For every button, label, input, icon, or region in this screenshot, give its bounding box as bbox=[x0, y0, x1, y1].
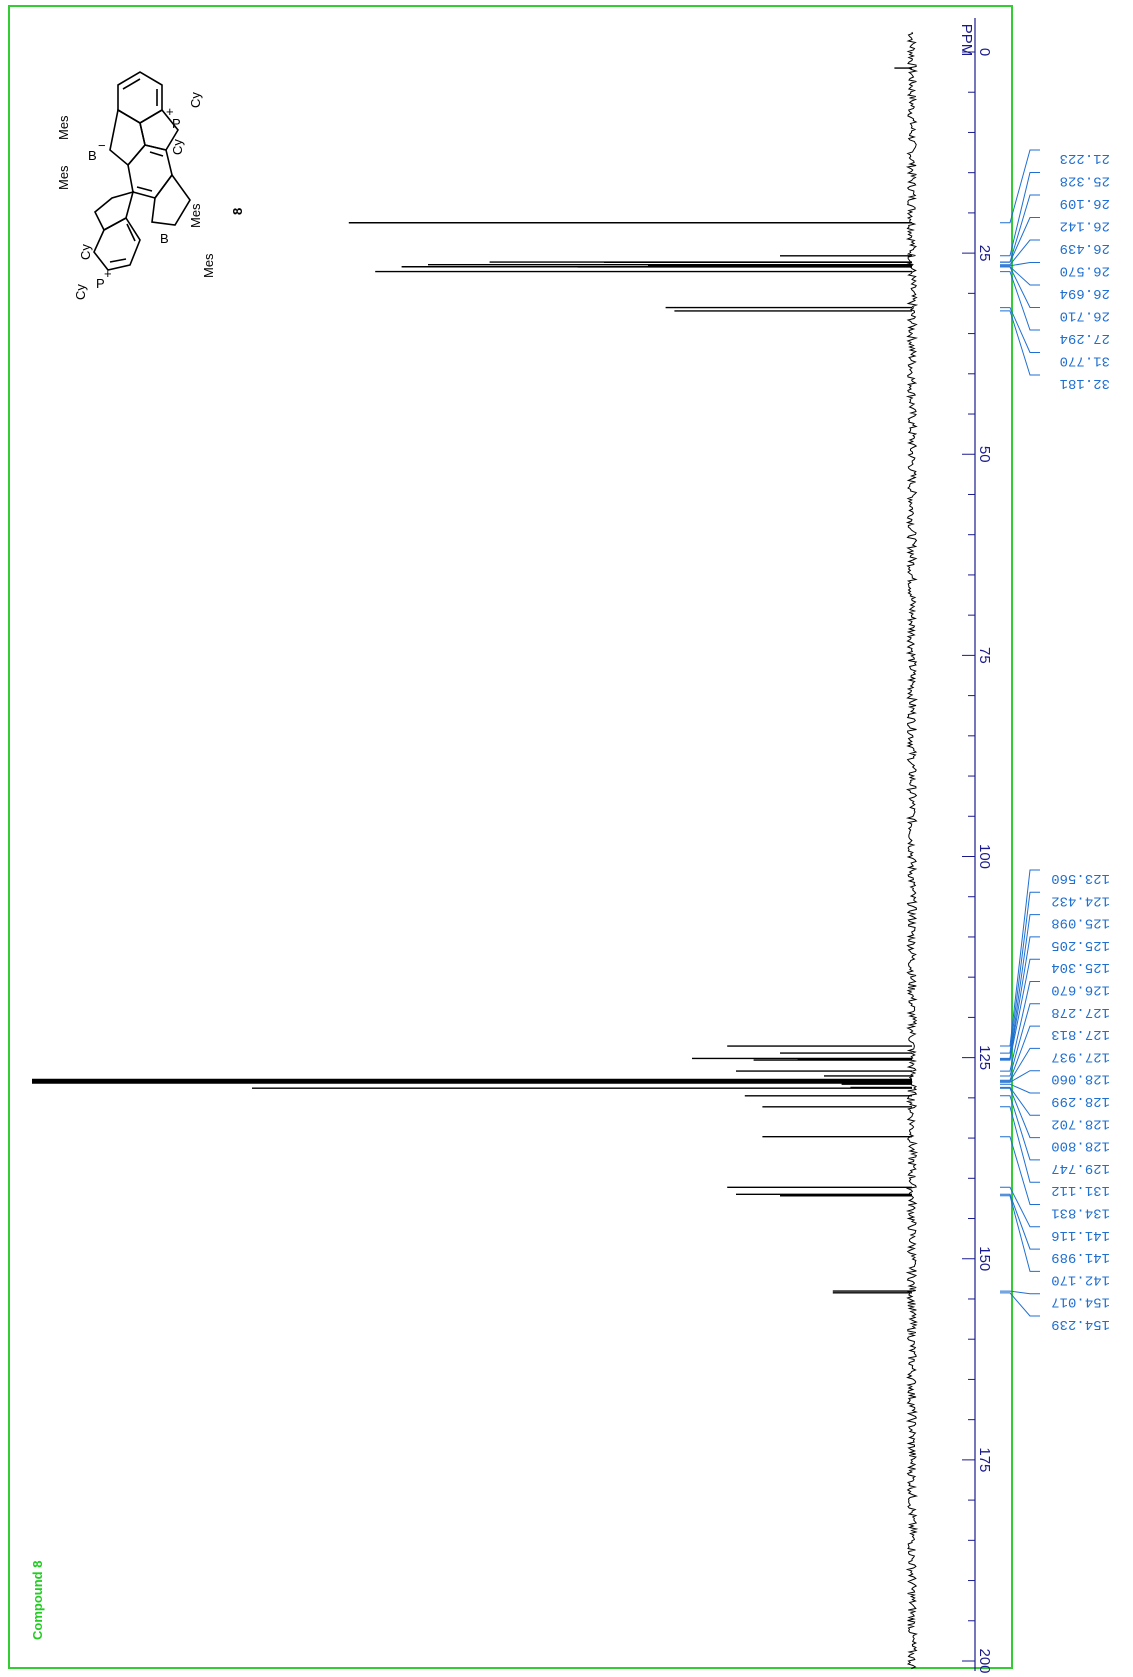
peak-leader bbox=[1000, 1047, 1040, 1082]
compound-number: 8 bbox=[230, 208, 245, 215]
peak-label-125.304: 125.304 bbox=[1051, 959, 1110, 975]
peak-label-128.800: 128.800 bbox=[1051, 1138, 1110, 1154]
peak-leader bbox=[1000, 310, 1040, 376]
peak-leader bbox=[1000, 1087, 1040, 1139]
peak-leader bbox=[1000, 1292, 1040, 1317]
peak-leader bbox=[1000, 239, 1040, 266]
peak-label-26.142: 26.142 bbox=[1060, 218, 1110, 234]
peak-leader bbox=[1000, 869, 1040, 1047]
plot-frame bbox=[8, 5, 1013, 1669]
p-atom-bottom: P bbox=[96, 276, 105, 291]
peak-leader bbox=[1000, 936, 1040, 1060]
peak-leader bbox=[1000, 1193, 1040, 1250]
peak-leader bbox=[1000, 1083, 1040, 1094]
cy-label-3: Cy bbox=[73, 284, 88, 300]
b-atom-top: B bbox=[88, 148, 97, 163]
peak-leader bbox=[1000, 1136, 1040, 1205]
peak-label-141.989: 141.989 bbox=[1051, 1249, 1110, 1265]
peak-leader bbox=[1000, 1195, 1040, 1272]
peak-label-127.937: 127.937 bbox=[1051, 1048, 1110, 1064]
p-charge-top: + bbox=[166, 104, 174, 119]
peak-label-127.813: 127.813 bbox=[1051, 1026, 1110, 1042]
cy-label-1: Cy bbox=[188, 92, 203, 108]
peak-label-123.560: 123.560 bbox=[1051, 870, 1110, 886]
peak-leader bbox=[1000, 1086, 1040, 1116]
peak-leader bbox=[1000, 266, 1040, 308]
peak-label-27.294: 27.294 bbox=[1060, 330, 1110, 346]
b-charge-top: − bbox=[98, 138, 106, 153]
peak-label-154.239: 154.239 bbox=[1051, 1316, 1110, 1332]
peak-label-26.710: 26.710 bbox=[1060, 308, 1110, 324]
tick-label-0: 0 bbox=[976, 48, 993, 56]
peak-label-142.170: 142.170 bbox=[1051, 1271, 1110, 1287]
compound-label: Compound 8 bbox=[30, 1561, 45, 1640]
peak-label-128.060: 128.060 bbox=[1051, 1071, 1110, 1087]
cy-label-4: Cy bbox=[78, 244, 93, 260]
tick-label-150: 150 bbox=[976, 1246, 993, 1271]
peak-labels: 21.223 25.328 26.109 26.142 26.439 26.570 26.6… bbox=[1000, 149, 1110, 1332]
peak-leader bbox=[1000, 1290, 1040, 1295]
peak-label-26.694: 26.694 bbox=[1060, 285, 1110, 301]
peak-leader bbox=[1000, 172, 1040, 257]
cy-label-2: Cy bbox=[170, 139, 185, 155]
peak-leader bbox=[1000, 1025, 1040, 1081]
peak-label-129.747: 129.747 bbox=[1051, 1160, 1110, 1176]
b-atom-bottom: B bbox=[160, 231, 169, 246]
ppm-axis: 0 25 50 75 100 125 150 175 200 PPM bbox=[958, 18, 993, 1674]
spectrum-trace bbox=[32, 31, 919, 1669]
peak-label-154.017: 154.017 bbox=[1051, 1294, 1110, 1310]
peak-label-25.328: 25.328 bbox=[1060, 173, 1110, 189]
peak-label-31.770: 31.770 bbox=[1060, 353, 1110, 369]
molecule-structure bbox=[93, 71, 191, 271]
tick-label-50: 50 bbox=[976, 446, 993, 463]
peak-leader bbox=[1000, 1095, 1040, 1161]
mes-label-3: Mes bbox=[188, 203, 203, 228]
peak-leader bbox=[1000, 217, 1040, 263]
peak-label-126.670: 126.670 bbox=[1051, 982, 1110, 998]
tick-label-175: 175 bbox=[976, 1447, 993, 1472]
tick-label-75: 75 bbox=[976, 647, 993, 664]
mes-label-2: Mes bbox=[56, 165, 71, 190]
peak-leader bbox=[1000, 1003, 1040, 1077]
peak-label-125.205: 125.205 bbox=[1051, 937, 1110, 953]
mes-label-4: Mes bbox=[201, 253, 216, 278]
peak-leader bbox=[1000, 981, 1040, 1072]
peak-label-134.831: 134.831 bbox=[1051, 1205, 1110, 1221]
tick-label-200: 200 bbox=[976, 1648, 993, 1673]
peak-label-131.112: 131.112 bbox=[1051, 1182, 1110, 1198]
baseline-noise bbox=[905, 31, 919, 1669]
p-charge-bottom: + bbox=[104, 266, 112, 281]
tick-label-125: 125 bbox=[976, 1045, 993, 1070]
peak-leader bbox=[1000, 891, 1040, 1054]
peak-label-125.098: 125.098 bbox=[1051, 915, 1110, 931]
mes-label-1: Mes bbox=[56, 115, 71, 140]
peak-label-32.181: 32.181 bbox=[1060, 375, 1110, 391]
molecule-labels: P + Cy Cy B − Mes Mes B Mes Mes P + Cy C… bbox=[56, 92, 245, 300]
peak-leader bbox=[1000, 307, 1040, 353]
peak-label-26.570: 26.570 bbox=[1060, 263, 1110, 279]
peak-label-26.109: 26.109 bbox=[1060, 195, 1110, 211]
peak-leader bbox=[1000, 1106, 1040, 1183]
peak-label-128.299: 128.299 bbox=[1051, 1093, 1110, 1109]
p-atom-top: P bbox=[172, 116, 181, 131]
peak-leader bbox=[1000, 149, 1040, 224]
peak-label-21.223: 21.223 bbox=[1060, 150, 1110, 166]
peak-leader bbox=[1000, 1070, 1040, 1083]
tick-label-100: 100 bbox=[976, 844, 993, 869]
peak-label-127.278: 127.278 bbox=[1051, 1004, 1110, 1020]
peak-label-26.439: 26.439 bbox=[1060, 240, 1110, 256]
peak-leader bbox=[1000, 271, 1040, 331]
peak-leader bbox=[1000, 262, 1040, 267]
peak-leader bbox=[1000, 914, 1040, 1059]
axis-label: PPM bbox=[958, 24, 975, 57]
peak-leader bbox=[1000, 958, 1040, 1061]
peak-leader bbox=[1000, 1186, 1040, 1228]
peak-label-141.116: 141.116 bbox=[1051, 1227, 1110, 1243]
tick-label-25: 25 bbox=[976, 245, 993, 262]
peak-leader bbox=[1000, 266, 1040, 286]
peak-label-128.702: 128.702 bbox=[1051, 1115, 1110, 1131]
peak-label-124.432: 124.432 bbox=[1051, 892, 1110, 908]
